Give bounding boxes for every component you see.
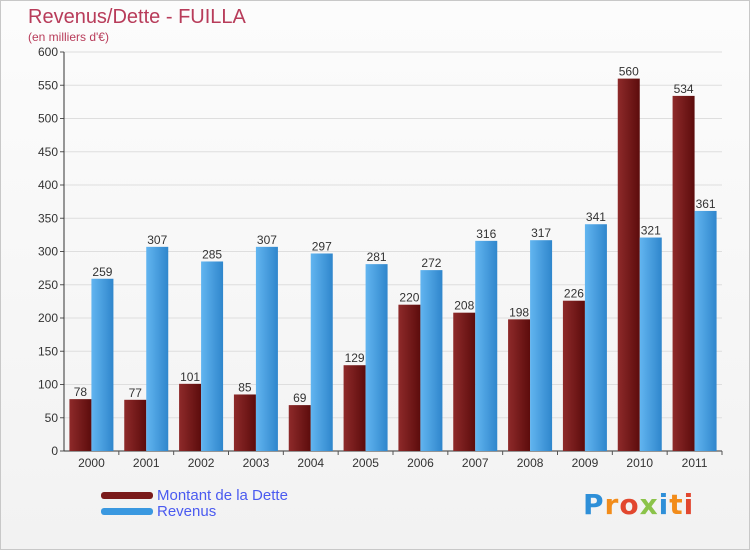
x-tick-label: 2007 [462,456,489,470]
x-tick-label: 2010 [626,456,653,470]
data-label-revenue: 285 [202,247,222,261]
chart-subtitle: (en milliers d'€) [28,30,109,44]
y-tick-label: 550 [38,78,58,92]
bar-revenue [475,240,498,451]
data-label-debt: 198 [509,305,529,319]
y-tick-label: 200 [38,311,58,325]
x-tick-label: 2004 [297,456,324,470]
data-label-revenue: 307 [257,233,277,247]
data-label-debt: 69 [293,391,307,405]
y-tick-label: 350 [38,211,58,225]
data-label-revenue: 361 [696,197,716,211]
legend-swatch-debt [101,491,153,499]
legend-item-revenue: Revenus [101,502,288,520]
data-label-revenue: 316 [476,227,496,241]
data-label-revenue: 317 [531,226,551,240]
bar-debt [453,312,476,451]
bar-revenue [530,240,553,451]
data-label-revenue: 297 [312,239,332,253]
data-label-revenue: 307 [147,233,167,247]
bar-revenue [146,246,169,451]
x-tick-label: 2009 [572,456,599,470]
y-tick-label: 500 [38,112,58,126]
bar-revenue [255,246,278,451]
x-tick-label: 2002 [188,456,215,470]
x-tick-label: 2011 [682,456,708,470]
y-tick-label: 150 [38,344,58,358]
x-tick-label: 2003 [243,456,270,470]
legend-item-debt: Montant de la Dette [101,486,288,504]
data-label-revenue: 281 [367,250,387,264]
bar-revenue [201,261,224,451]
bar-revenue [365,264,388,451]
y-tick-label: 0 [51,444,58,458]
bar-revenue [694,210,717,451]
legend: Montant de la Dette Revenus [101,486,288,520]
bar-debt [288,405,311,451]
bar-debt [617,78,640,451]
x-tick-label: 2001 [133,456,160,470]
x-tick-label: 2008 [517,456,544,470]
data-label-debt: 208 [454,299,474,313]
bar-revenue [91,278,114,451]
y-tick-label: 600 [38,45,58,59]
data-label-revenue: 259 [92,265,112,279]
x-tick-label: 2005 [352,456,379,470]
y-tick-label: 100 [38,378,58,392]
data-label-revenue: 272 [421,256,441,270]
bar-debt [124,399,147,451]
bar-revenue [420,270,443,451]
data-label-debt: 534 [674,82,694,96]
y-tick-label: 300 [38,245,58,259]
proxiti-logo: Proxiti [583,488,695,521]
bar-debt [343,365,366,451]
x-tick-label: 2000 [78,456,105,470]
y-tick-label: 50 [45,411,59,425]
bar-debt [398,304,421,451]
data-label-debt: 85 [238,380,252,394]
legend-swatch-revenue [101,507,153,515]
data-label-revenue: 341 [586,210,606,224]
data-label-debt: 78 [74,385,88,399]
bar-debt [179,383,202,451]
legend-label-debt: Montant de la Dette [157,486,288,504]
data-label-debt: 220 [399,291,419,305]
data-label-debt: 226 [564,287,584,301]
bar-revenue [584,224,607,451]
bar-debt [69,399,92,451]
y-tick-label: 250 [38,278,58,292]
bar-revenue [639,237,662,451]
bar-debt [672,95,695,451]
y-tick-label: 450 [38,145,58,159]
bar-debt [562,300,585,451]
data-label-debt: 129 [345,351,365,365]
data-label-debt: 560 [619,65,639,79]
chart-title: Revenus/Dette - FUILLA [28,6,246,28]
legend-label-revenue: Revenus [157,502,217,520]
bar-debt [508,319,531,451]
bar-revenue [310,253,333,451]
data-label-revenue: 321 [641,224,661,238]
x-tick-label: 2006 [407,456,434,470]
y-tick-label: 400 [38,178,58,192]
data-label-debt: 101 [180,370,200,384]
bar-debt [233,394,256,451]
data-label-debt: 77 [129,386,143,400]
